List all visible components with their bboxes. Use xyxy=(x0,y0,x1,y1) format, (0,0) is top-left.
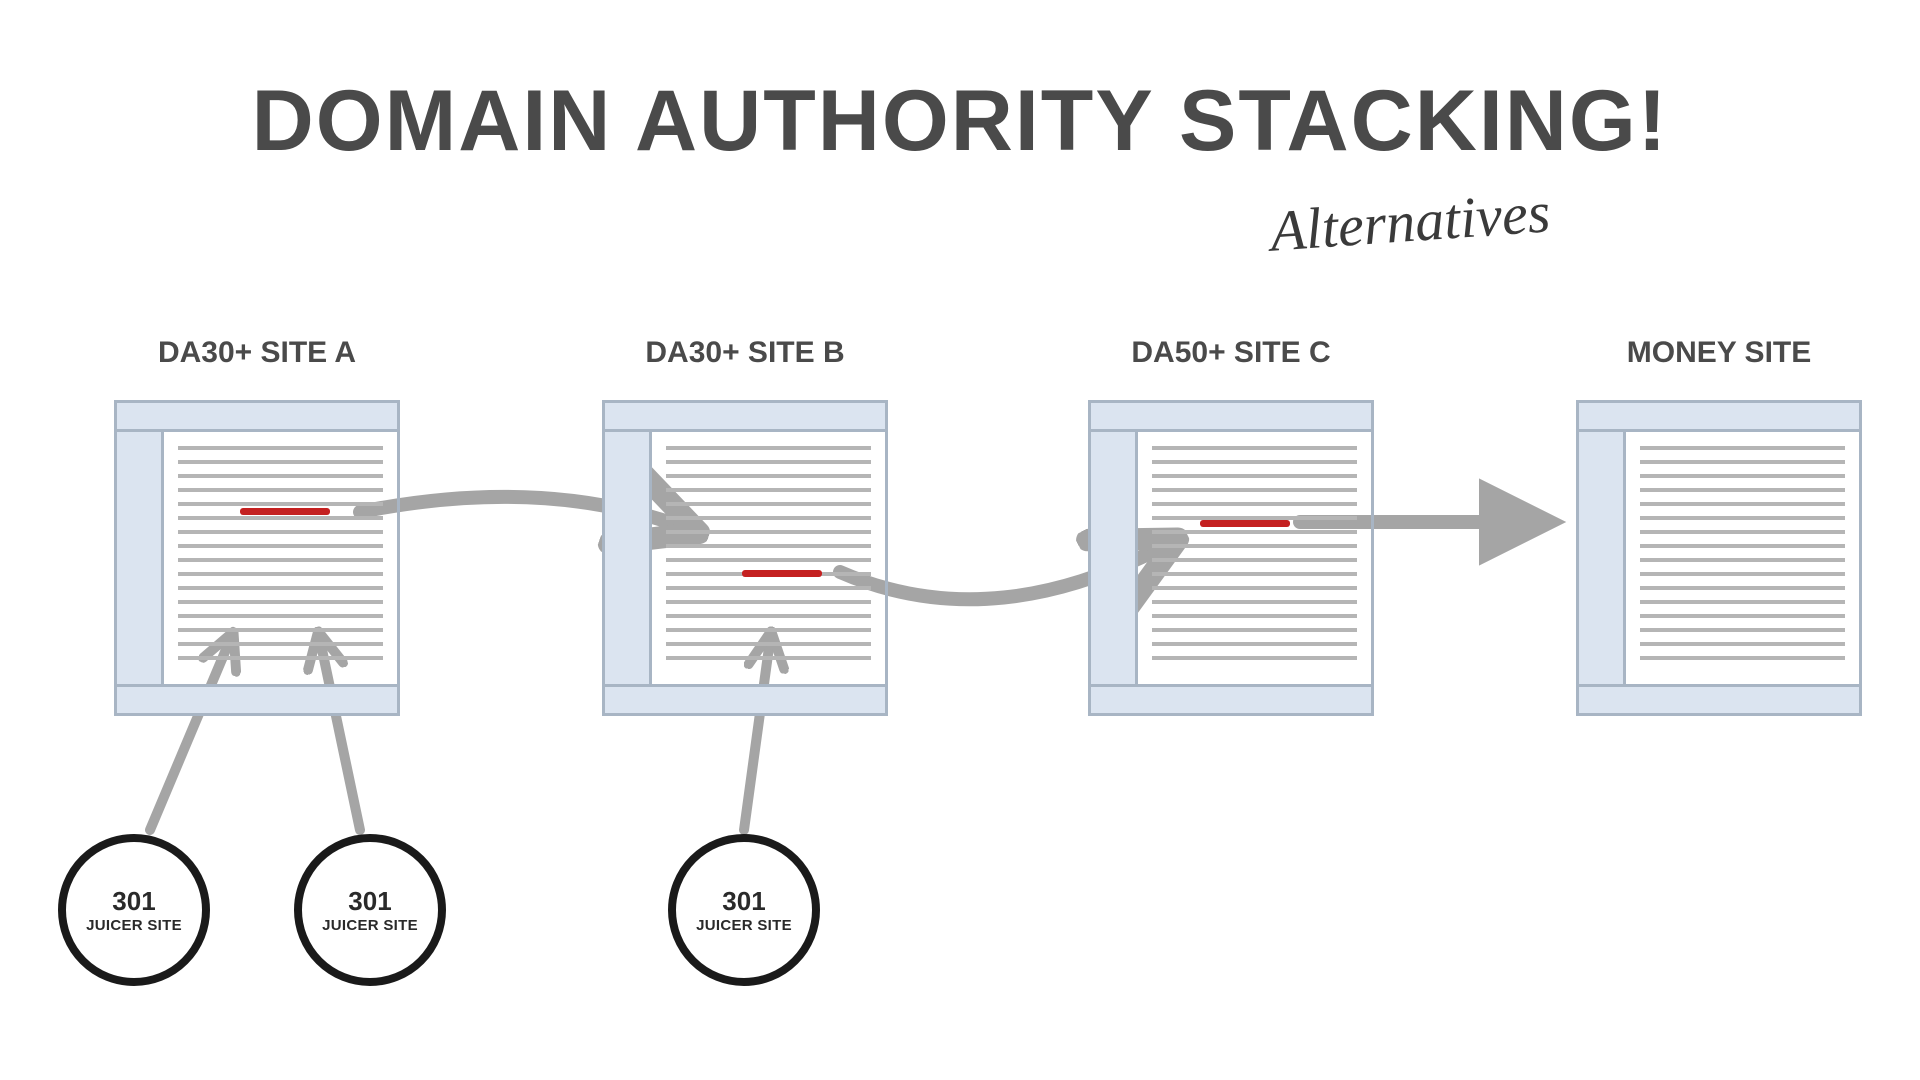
main-title: DOMAIN AUTHORITY STACKING! xyxy=(0,72,1920,171)
circle-juicer-1: 301JUICER SITE xyxy=(58,834,210,986)
link-site-b xyxy=(742,570,822,577)
card-site-c xyxy=(1088,400,1374,716)
card-site-b xyxy=(602,400,888,716)
label-site-a: DA30+ SITE A xyxy=(114,336,400,370)
link-site-a xyxy=(240,508,330,515)
diagram-stage: DOMAIN AUTHORITY STACKING! Alternatives … xyxy=(0,0,1920,1080)
circle-juicer-2: 301JUICER SITE xyxy=(294,834,446,986)
label-site-c: DA50+ SITE C xyxy=(1088,336,1374,370)
link-site-c xyxy=(1200,520,1290,527)
card-site-a xyxy=(114,400,400,716)
card-money xyxy=(1576,400,1862,716)
circle-juicer-3: 301JUICER SITE xyxy=(668,834,820,986)
subtitle-alternatives: Alternatives xyxy=(1268,178,1552,264)
label-money: MONEY SITE xyxy=(1576,336,1862,370)
label-site-b: DA30+ SITE B xyxy=(602,336,888,370)
